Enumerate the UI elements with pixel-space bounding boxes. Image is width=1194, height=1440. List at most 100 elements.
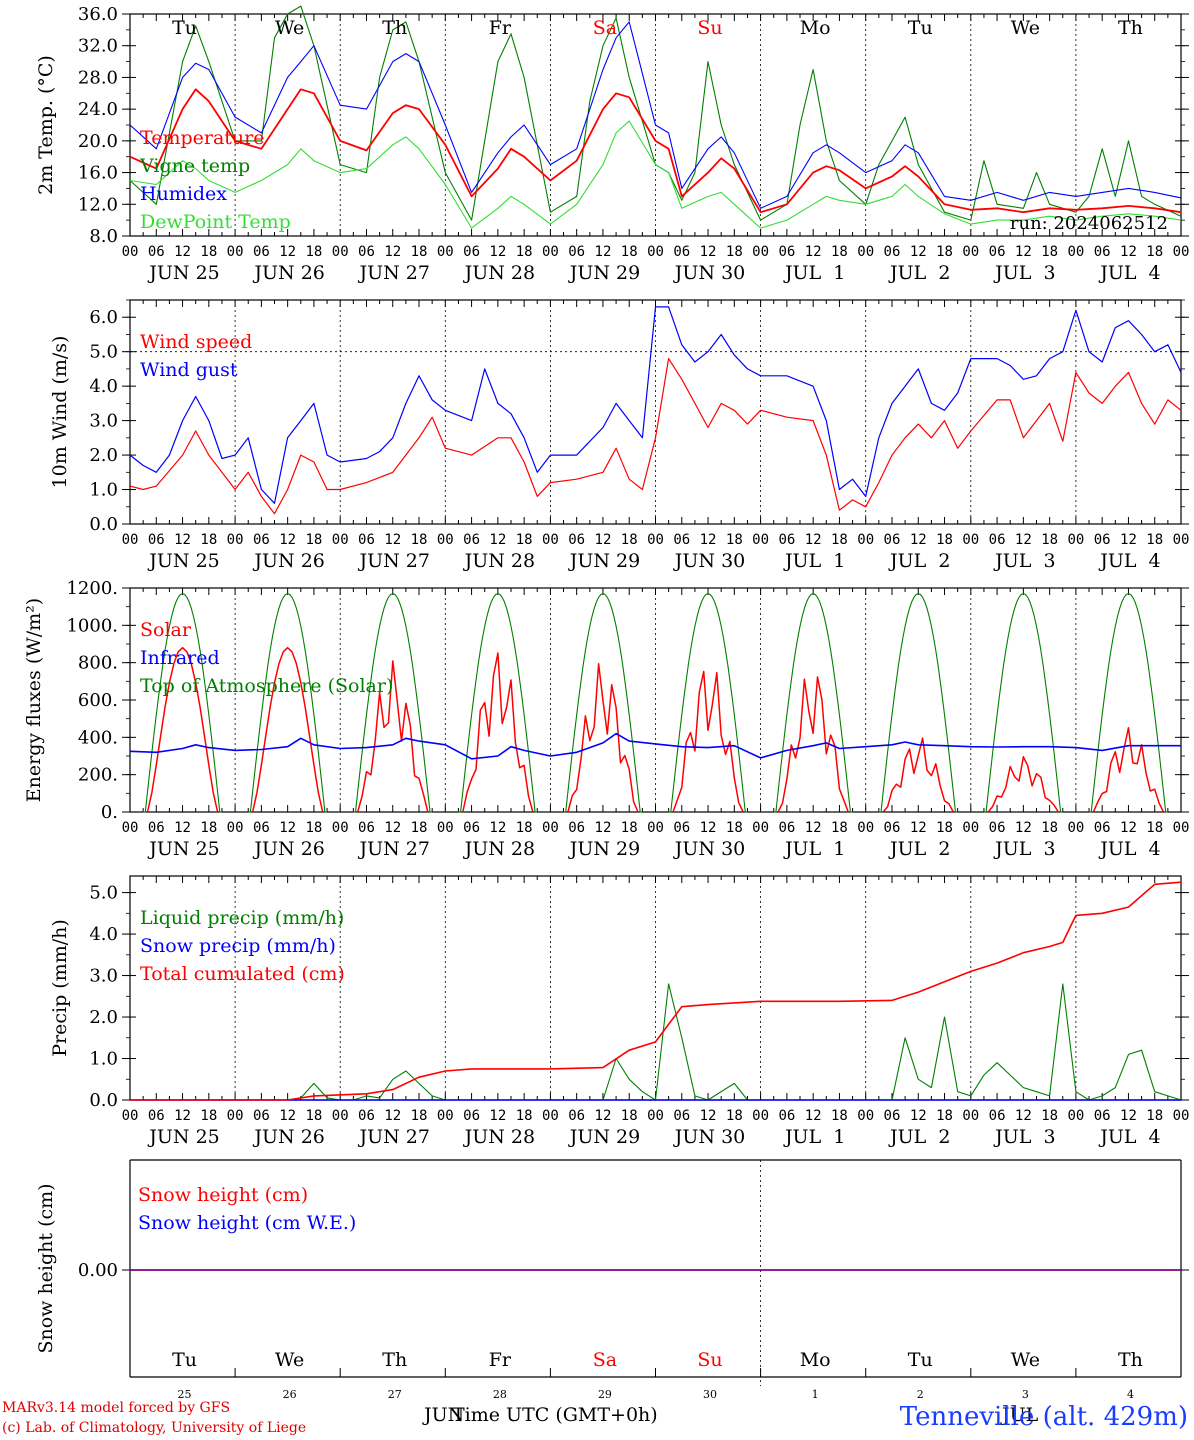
hour-tick-label: 12 [279, 244, 296, 260]
date-label: JUN 29 [568, 1126, 640, 1148]
infrared-line [129, 732, 1181, 760]
hour-tick-label: 06 [253, 532, 270, 548]
hour-tick-label: 18 [516, 820, 533, 836]
hour-tick-label: 00 [332, 820, 349, 836]
day-name: We [275, 17, 304, 39]
date-label: JUN 27 [358, 262, 430, 284]
hour-tick-label: 12 [174, 244, 191, 260]
hour-tick-label: 00 [962, 1108, 979, 1124]
hour-tick-label: 00 [752, 244, 769, 260]
series-line [129, 120, 1182, 229]
day-name: Th [1118, 17, 1143, 39]
cumulated-line [130, 881, 1182, 1101]
hour-tick-label: 06 [989, 532, 1006, 548]
toa-arc [773, 593, 853, 813]
hour-tick-label: 06 [358, 1108, 375, 1124]
hour-tick-label: 00 [857, 1108, 874, 1124]
day-name: Tu [908, 1349, 933, 1371]
hour-tick-label: 06 [1094, 532, 1111, 548]
hour-tick-label: 18 [1146, 532, 1163, 548]
hour-tick-label: 12 [910, 1108, 927, 1124]
hour-tick-label: 06 [253, 1108, 270, 1124]
hour-tick-label: 06 [463, 244, 480, 260]
hour-tick-label: 18 [726, 244, 743, 260]
day-name: We [1011, 1349, 1040, 1371]
hour-tick-label: 18 [411, 244, 428, 260]
date-label: JUL 2 [888, 838, 950, 860]
y-tick-label: 0.00 [78, 1260, 118, 1281]
y-tick-label: 1000. [66, 615, 118, 636]
date-label: JUN 29 [568, 838, 640, 860]
y-tick-label: 400. [78, 727, 118, 748]
hour-tick-label: 18 [200, 820, 217, 836]
hour-tick-label: 18 [1041, 1108, 1058, 1124]
hour-tick-label: 00 [122, 1108, 139, 1124]
hour-tick-label: 12 [384, 532, 401, 548]
y-tick-label: 36.0 [78, 4, 118, 25]
solar-curve [462, 652, 534, 813]
date-label: JUL 1 [783, 262, 845, 284]
hour-tick-label: 06 [463, 820, 480, 836]
y-tick-label: 24.0 [78, 99, 118, 120]
day-name: Th [382, 17, 407, 39]
x-axis-title: Time UTC (GMT+0h) [452, 1404, 658, 1426]
date-label: JUL 1 [783, 550, 845, 572]
hour-tick-label: 06 [148, 820, 165, 836]
date-label: JUN 26 [252, 1126, 324, 1148]
day-name: Tu [908, 17, 933, 39]
run-annotation: run: 2024062512 [1010, 213, 1168, 234]
y-tick-label: 0.0 [89, 1090, 118, 1111]
hour-tick-label: 12 [279, 820, 296, 836]
date-label: JUN 27 [358, 838, 430, 860]
hour-tick-label: 12 [489, 1108, 506, 1124]
toa-arc [143, 593, 222, 813]
hour-tick-label: 06 [1094, 1108, 1111, 1124]
hour-tick-label: 18 [516, 244, 533, 260]
hour-tick-label: 18 [1041, 532, 1058, 548]
date-label: JUL 3 [993, 838, 1055, 860]
day-number: 27 [388, 1388, 402, 1401]
day-number: 2 [917, 1388, 924, 1401]
hour-tick-label: 06 [989, 244, 1006, 260]
date-label: JUL 2 [888, 262, 950, 284]
y-tick-label: 0. [101, 802, 118, 823]
date-label: JUL 3 [993, 550, 1055, 572]
hour-tick-label: 18 [1146, 820, 1163, 836]
hour-tick-label: 06 [568, 532, 585, 548]
hour-tick-label: 06 [778, 1108, 795, 1124]
legend-entry: Humidex [140, 183, 227, 205]
date-label: JUL 3 [993, 1126, 1055, 1148]
hour-tick-label: 06 [148, 532, 165, 548]
hour-tick-label: 18 [936, 244, 953, 260]
hour-tick-label: 06 [778, 244, 795, 260]
y-tick-label: 2.0 [89, 1007, 118, 1028]
hour-tick-label: 12 [595, 244, 612, 260]
hour-tick-label: 18 [936, 532, 953, 548]
month-label-left: JUN [424, 1404, 465, 1426]
hour-tick-label: 18 [200, 532, 217, 548]
date-label: JUL 2 [888, 550, 950, 572]
solar-curve [777, 676, 849, 813]
hour-tick-label: 18 [200, 244, 217, 260]
y-tick-label: 5.0 [89, 883, 118, 904]
day-name: Tu [172, 17, 197, 39]
solar-curve [146, 646, 219, 813]
day-number: 25 [178, 1388, 192, 1401]
hour-tick-label: 12 [384, 244, 401, 260]
hour-tick-label: 12 [1015, 532, 1032, 548]
hour-tick-label: 06 [673, 1108, 690, 1124]
toa-arc [668, 593, 748, 813]
hour-tick-label: 06 [568, 820, 585, 836]
hour-tick-label: 12 [700, 532, 717, 548]
day-number: 26 [283, 1388, 297, 1401]
date-label: JUL 4 [1098, 1126, 1160, 1148]
day-number: 29 [598, 1388, 612, 1401]
hour-tick-label: 00 [1173, 1108, 1190, 1124]
panel-2: 00 06 12 18 JUN 25 00 06 12 18 JUN 26 00 06 12 18 JUN … [49, 299, 1189, 572]
hour-tick-label: 00 [542, 820, 559, 836]
hour-tick-label: 18 [305, 244, 322, 260]
hour-tick-label: 00 [962, 532, 979, 548]
solar-curve [356, 660, 429, 813]
hour-tick-label: 00 [1067, 244, 1084, 260]
hour-tick-label: 18 [621, 244, 638, 260]
